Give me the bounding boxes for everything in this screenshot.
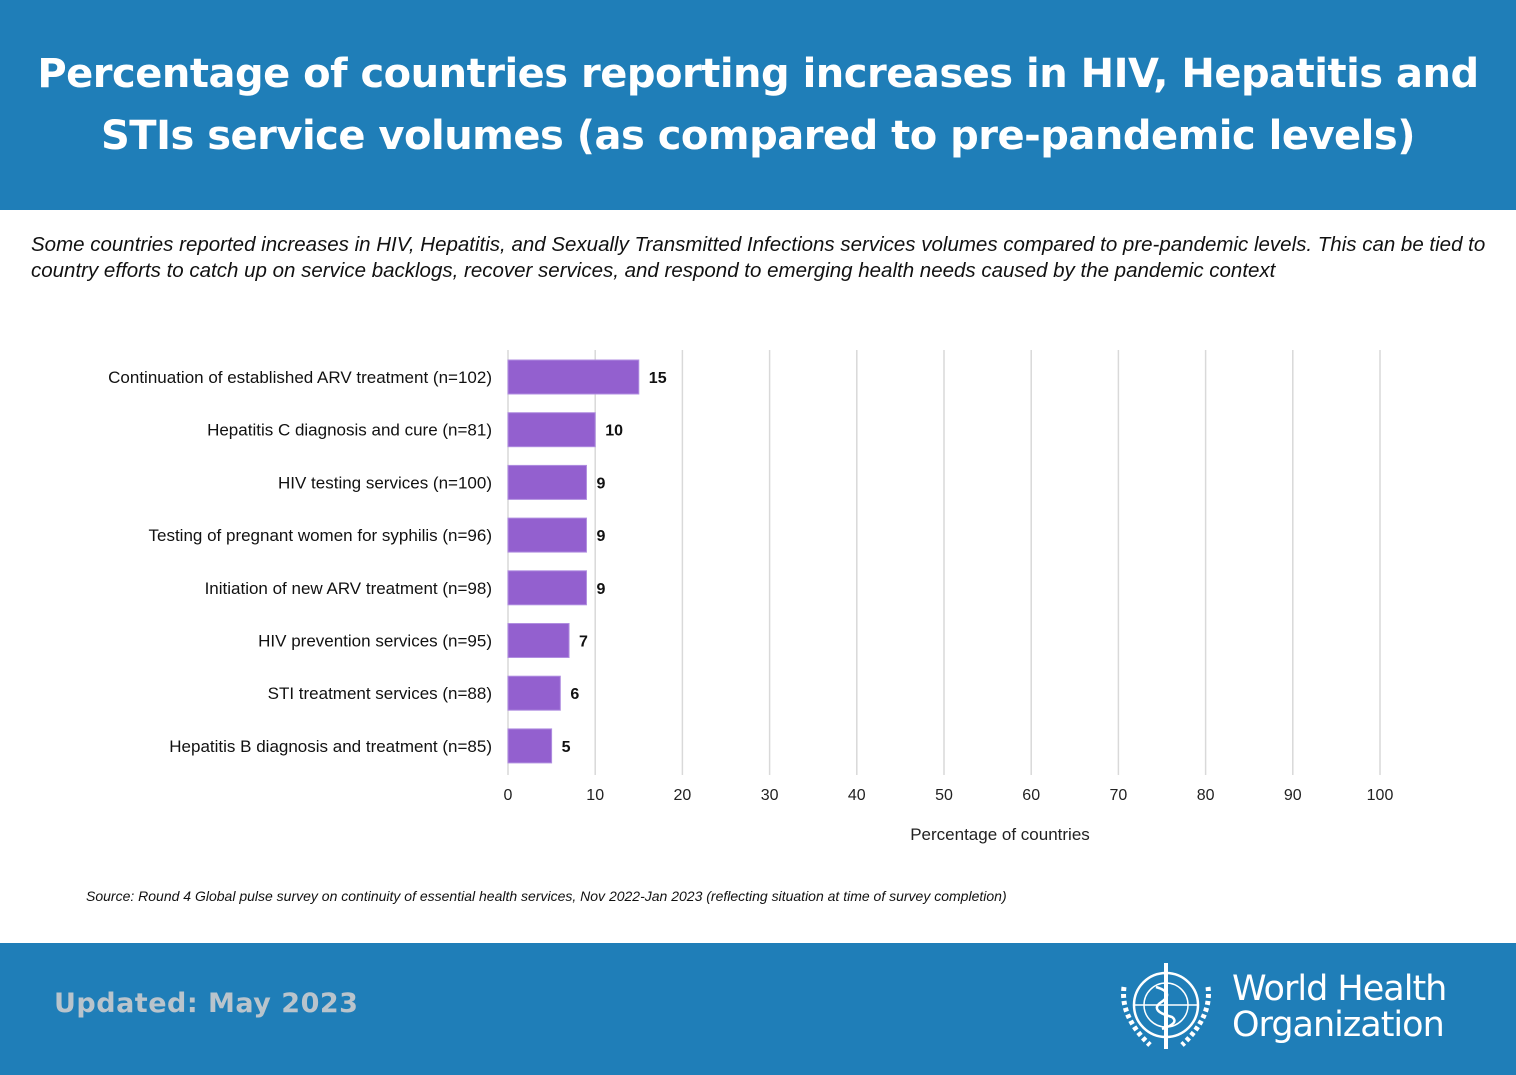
category-label: Continuation of established ARV treatmen… <box>108 368 492 387</box>
bar <box>507 359 640 395</box>
data-label: 6 <box>570 686 579 703</box>
page-title: Percentage of countries reporting increa… <box>37 51 1479 159</box>
header-banner: Percentage of countries reporting increa… <box>0 0 1516 210</box>
category-label: Hepatitis C diagnosis and cure (n=81) <box>207 421 492 440</box>
data-label: 5 <box>562 739 571 756</box>
bar <box>507 623 570 658</box>
category-label: Initiation of new ARV treatment (n=98) <box>205 579 492 598</box>
category-label: HIV testing services (n=100) <box>278 473 492 492</box>
data-label: 9 <box>596 528 605 545</box>
category-label: HIV prevention services (n=95) <box>258 632 492 651</box>
x-tick-label: 20 <box>674 787 692 804</box>
chart-description: Some countries reported increases in HIV… <box>31 233 1486 282</box>
x-tick-label: 10 <box>586 787 604 804</box>
logo-text-line2: Organization <box>1232 1005 1445 1045</box>
category-label: STI treatment services (n=88) <box>268 684 492 703</box>
bar <box>507 517 587 553</box>
bar-chart: 0 10 20 30 40 50 60 70 80 90 100 15 Continuation of … <box>108 350 1394 844</box>
x-tick-label: 80 <box>1197 787 1215 804</box>
source-note: Source: Round 4 Global pulse survey on c… <box>86 888 1007 904</box>
x-tick-label: 40 <box>848 787 866 804</box>
category-label: Testing of pregnant women for syphilis (… <box>149 526 493 545</box>
bar <box>507 675 561 711</box>
footer-banner: Updated: May 2023 World Health Organizat… <box>0 943 1516 1075</box>
x-tick-label: 100 <box>1367 787 1394 804</box>
data-label: 10 <box>605 423 623 440</box>
bar <box>507 412 596 448</box>
data-label: 9 <box>596 581 605 598</box>
x-axis-title: Percentage of countries <box>910 825 1090 844</box>
x-tick-label: 70 <box>1110 787 1128 804</box>
x-tick-label: 50 <box>935 787 953 804</box>
logo-text-line1: World Health <box>1232 969 1447 1009</box>
x-tick-label: 60 <box>1022 787 1040 804</box>
who-emblem-icon <box>1121 963 1211 1049</box>
x-tick-label: 0 <box>504 787 513 804</box>
bar <box>507 464 587 500</box>
x-tick-label: 90 <box>1284 787 1302 804</box>
x-tick-label: 30 <box>761 787 779 804</box>
category-label: Hepatitis B diagnosis and treatment (n=8… <box>169 737 492 756</box>
bar <box>507 728 553 764</box>
data-label: 15 <box>649 370 667 387</box>
data-label: 7 <box>579 634 588 651</box>
bar <box>507 570 587 606</box>
data-label: 9 <box>596 475 605 492</box>
who-logo: World Health Organization <box>1110 957 1447 1057</box>
updated-date: Updated: May 2023 <box>54 988 359 1019</box>
